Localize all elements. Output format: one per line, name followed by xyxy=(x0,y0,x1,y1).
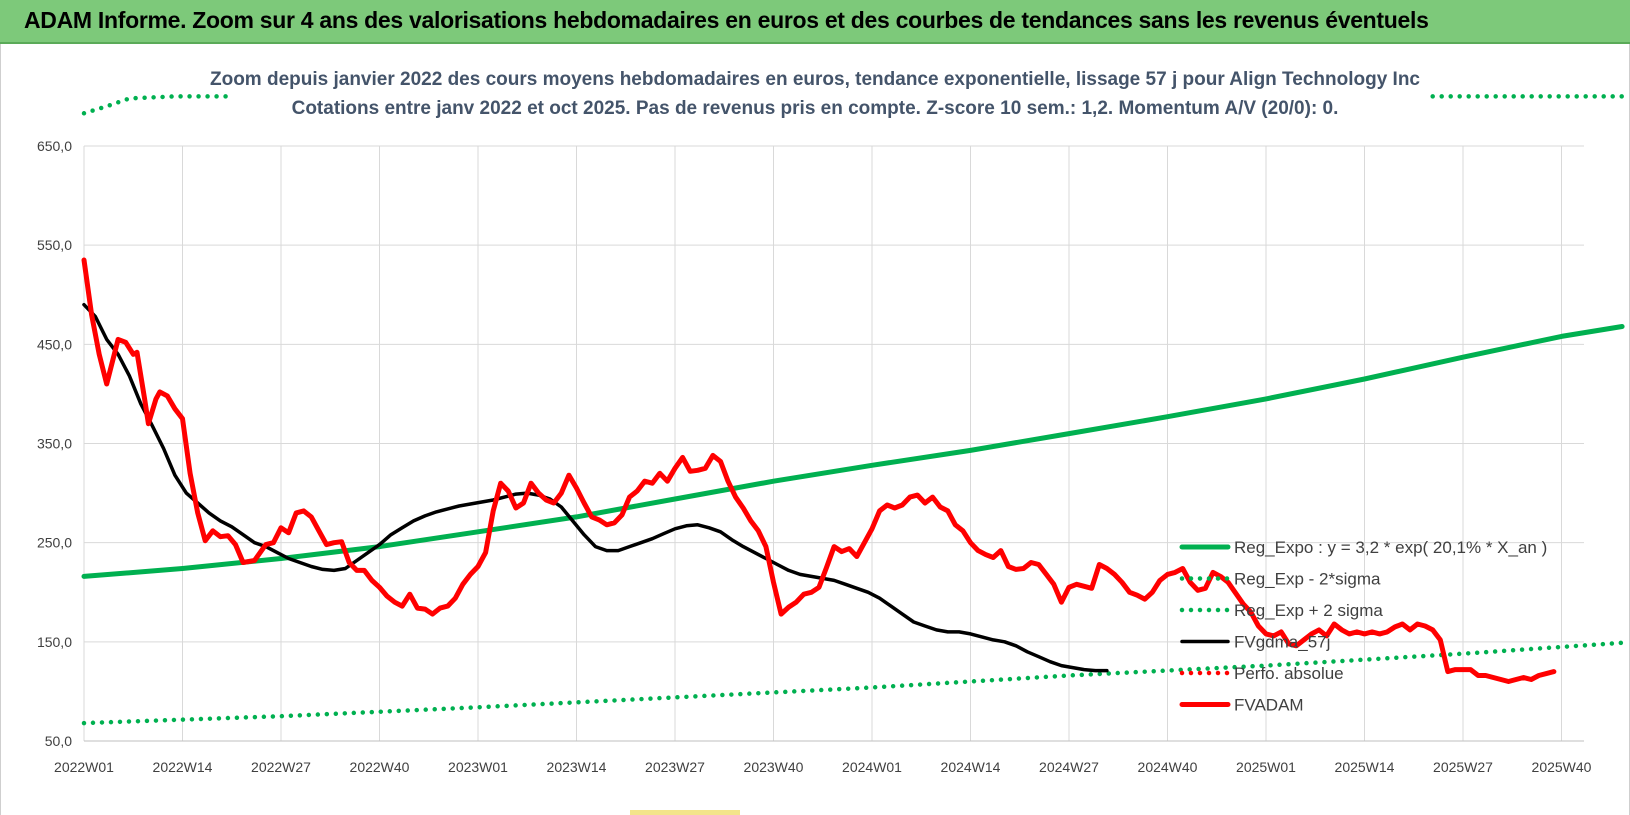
report-header: ADAM Informe. Zoom sur 4 ans des valoris… xyxy=(0,0,1630,44)
legend-label: FVgdma_57j xyxy=(1234,633,1330,652)
x-tick-label: 2024W14 xyxy=(941,759,1001,775)
series-line-1 xyxy=(81,640,1625,726)
x-axis-labels: 2022W01 2022W14 2022W27 2022W40 2023W01 2023W… xyxy=(54,759,1592,775)
x-tick-label: 2025W14 xyxy=(1335,759,1395,775)
y-tick-label: 350,0 xyxy=(37,436,72,452)
series xyxy=(81,94,1625,726)
report-title: ADAM Informe. Zoom sur 4 ans des valoris… xyxy=(24,7,1429,33)
y-tick-label: 550,0 xyxy=(37,237,72,253)
series-line-4 xyxy=(82,302,1109,673)
x-tick-label: 2024W40 xyxy=(1138,759,1198,775)
chart: Zoom depuis janvier 2022 des cours moyen… xyxy=(37,69,1625,775)
series-line-2 xyxy=(81,94,231,116)
legend-label: Reg_Expo : y = 3,2 * exp( 20,1% * X_an ) xyxy=(1234,538,1547,557)
x-tick-label: 2024W01 xyxy=(842,759,902,775)
x-tick-label: 2023W01 xyxy=(448,759,508,775)
sheet-tab-strip xyxy=(630,810,740,815)
x-tick-label: 2025W27 xyxy=(1433,759,1493,775)
y-axis-labels: 50,0 150,0 250,0 350,0 450,0 550,0 650,0 xyxy=(37,138,72,749)
legend-label: Reg_Exp + 2 sigma xyxy=(1234,601,1383,620)
x-tick-label: 2022W14 xyxy=(153,759,213,775)
chart-title: Zoom depuis janvier 2022 des cours moyen… xyxy=(210,69,1420,90)
x-tick-label: 2023W14 xyxy=(547,759,607,775)
chart-subtitle: Cotations entre janv 2022 et oct 2025. P… xyxy=(292,98,1339,119)
x-tick-label: 2023W40 xyxy=(744,759,804,775)
y-tick-label: 650,0 xyxy=(37,138,72,154)
legend-label: Reg_Exp - 2*sigma xyxy=(1234,570,1381,589)
grid xyxy=(83,145,1584,742)
x-tick-label: 2022W01 xyxy=(54,759,114,775)
legend-label: Perfo. absolue xyxy=(1234,664,1344,683)
y-tick-label: 50,0 xyxy=(45,733,72,749)
x-tick-label: 2025W01 xyxy=(1236,759,1296,775)
legend-label: FVADAM xyxy=(1234,696,1304,715)
x-tick-label: 2024W27 xyxy=(1039,759,1099,775)
y-tick-label: 250,0 xyxy=(37,535,72,551)
x-tick-label: 2022W40 xyxy=(350,759,410,775)
y-tick-label: 450,0 xyxy=(37,336,72,352)
series-line-5 xyxy=(81,257,1557,684)
x-tick-label: 2023W27 xyxy=(645,759,705,775)
x-tick-label: 2022W27 xyxy=(251,759,311,775)
legend: Reg_Expo : y = 3,2 * exp( 20,1% * X_an )… xyxy=(1179,538,1547,715)
x-tick-label: 2025W40 xyxy=(1532,759,1592,775)
y-tick-label: 150,0 xyxy=(37,634,72,650)
